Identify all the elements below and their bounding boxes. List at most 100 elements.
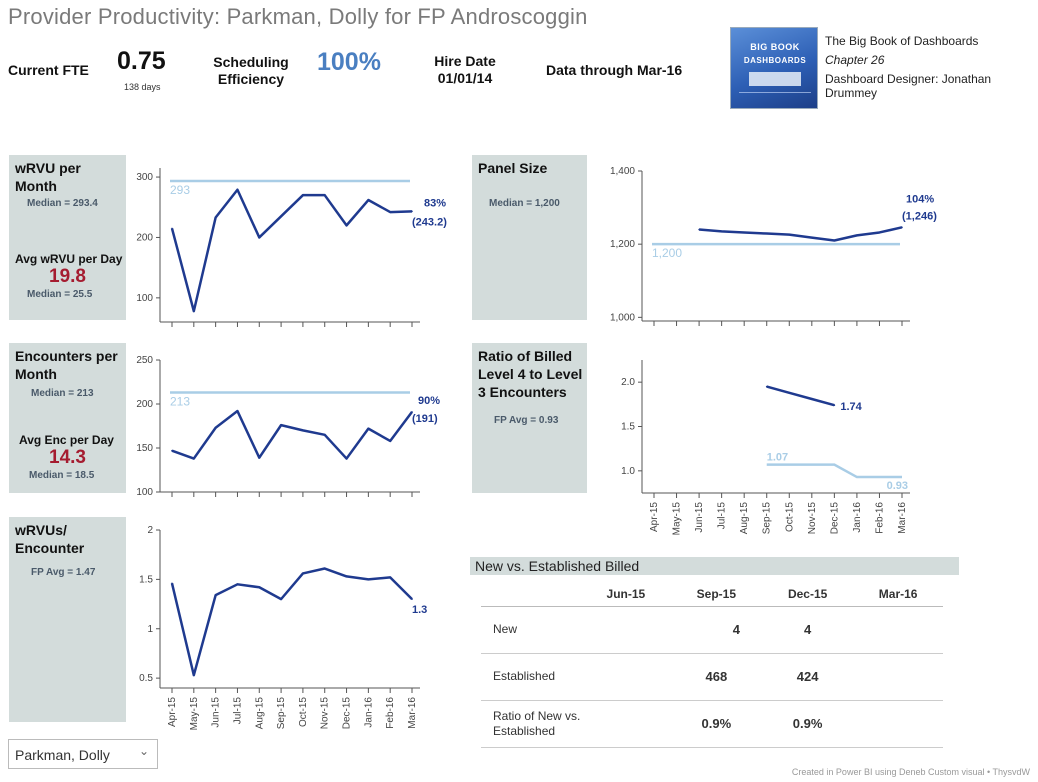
table-row: Established 468 424 (481, 653, 943, 701)
table-header-cell: Jun-15 (581, 582, 671, 607)
table-header-cell (481, 582, 581, 607)
data-point (280, 215, 282, 218)
table-cell: 0.9% (761, 700, 854, 748)
wrvu-median: Median = 293.4 (27, 198, 98, 209)
y-tick-label: 0.5 (139, 673, 153, 684)
wrvu-enc-title-line2: Encounter (15, 540, 85, 556)
data-point (258, 456, 261, 459)
x-tick-label: Aug-15 (254, 697, 265, 730)
panel-size-median: Median = 1,200 (489, 198, 560, 209)
fte-days: 138 days (124, 82, 161, 92)
data-point (788, 233, 791, 236)
wrvu-enc-panel-title: wRVUs/ Encounter (15, 521, 84, 557)
data-point (411, 598, 413, 600)
row-label: Established (481, 653, 581, 701)
provider-dropdown-value: Parkman, Dolly (15, 747, 110, 763)
ratio-fp-avg: FP Avg = 0.93 (494, 415, 559, 426)
data-point (811, 398, 813, 400)
y-tick-label: 1,400 (610, 166, 635, 177)
data-point (345, 575, 348, 578)
data-point (765, 385, 768, 388)
enc-title-line2: Month (15, 366, 57, 382)
data-point (214, 594, 217, 596)
data-point (171, 227, 173, 230)
y-tick-label: 300 (136, 172, 153, 183)
x-tick-label: Feb-16 (385, 697, 396, 729)
series-line (698, 226, 903, 242)
wrvu-per-encounter-chart: 0.5 1 1.5 2 Apr-15 May-15 Jun-15 Jul-15 Aug-15 Se… (139, 525, 427, 730)
end-label: (1,246) (902, 210, 937, 222)
y-tick-label: 100 (136, 293, 153, 304)
data-point (765, 232, 768, 235)
table-header-cell: Sep-15 (670, 582, 762, 607)
data-point (367, 578, 370, 581)
reference-label-start: 1.07 (767, 452, 788, 464)
panel-size-panel: Panel Size Median = 1,200 (472, 155, 587, 320)
ratio-panel: Ratio of Billed Level 4 to Level 3 Encou… (472, 343, 587, 493)
x-tick-label: Aug-15 (739, 502, 750, 535)
wrvu-panel-title: wRVU per Month (15, 159, 81, 195)
y-tick-label: 1.5 (139, 574, 153, 585)
book-cover-image: BIG BOOK DASHBOARDS (730, 27, 818, 109)
credit-designer: Dashboard Designer: Jonathan Drummey (825, 72, 992, 100)
sched-label-line1: Scheduling (213, 54, 289, 70)
end-label: 1.74 (840, 401, 862, 413)
reference-label: 213 (170, 395, 190, 409)
table-row: New 4 4 (481, 606, 943, 654)
data-point (389, 576, 391, 579)
ratio-panel-title: Ratio of Billed Level 4 to Level 3 Encou… (478, 347, 582, 401)
end-label: 83% (424, 197, 446, 209)
wrvu-chart: 100 200 300 293 83% (243.2) (136, 168, 447, 327)
credit-chapter: Chapter 26 (825, 53, 885, 67)
data-point (411, 411, 413, 413)
data-point (788, 392, 791, 394)
row-label: Ratio of New vs. Established (481, 700, 581, 748)
y-tick-label: 1,000 (610, 312, 635, 323)
wrvu-avg-value: 19.8 (49, 266, 86, 287)
row-label: New (481, 606, 581, 654)
x-tick-label: Nov-15 (807, 502, 818, 535)
sched-label-line2: Efficiency (217, 71, 285, 87)
credit-title: The Big Book of Dashboards (825, 34, 979, 48)
x-tick-label: Jun-15 (211, 697, 222, 728)
x-tick-label: Apr-15 (649, 502, 660, 532)
enc-median: Median = 213 (31, 388, 94, 399)
wrvu-enc-panel: wRVUs/ Encounter FP Avg = 1.47 (9, 517, 126, 722)
table-header-row: Jun-15 Sep-15 Dec-15 Mar-16 (481, 582, 943, 607)
data-point (193, 310, 195, 312)
x-tick-label: Jun-15 (694, 502, 705, 533)
book-title-line2: DASHBOARDS (743, 56, 807, 65)
data-point (193, 457, 195, 460)
data-point (698, 228, 700, 231)
data-point (171, 449, 173, 452)
wrvu-panel: wRVU per Month Median = 293.4 Avg wRVU p… (9, 155, 126, 320)
x-tick-label: Dec-15 (342, 697, 353, 730)
data-point (302, 429, 304, 432)
series-line (170, 188, 413, 313)
y-tick-label: 2.0 (621, 377, 635, 388)
data-point (743, 231, 745, 234)
end-label: 1.3 (412, 604, 427, 616)
table-cell (853, 653, 943, 701)
table-header-cell: Mar-16 (853, 582, 943, 607)
enc-panel: Encounters per Month Median = 213 Avg En… (9, 343, 126, 493)
end-label: (191) (412, 413, 438, 425)
x-tick-label: Sep-15 (762, 502, 773, 535)
data-point (833, 239, 836, 242)
sched-value: 100% (317, 48, 381, 76)
reference-label: 1,200 (652, 246, 682, 260)
table-cell (581, 653, 671, 701)
data-point (193, 674, 195, 676)
table-cell (581, 700, 671, 748)
x-tick-label: Feb-16 (874, 502, 885, 534)
reference-line (766, 463, 902, 479)
x-tick-label: Dec-15 (829, 502, 840, 535)
provider-dropdown[interactable]: Parkman, Dolly ⌄ (8, 739, 158, 769)
y-tick-label: 200 (136, 399, 153, 410)
hire-label: Hire Date (434, 53, 496, 69)
data-point (236, 188, 239, 191)
enc-title-line1: Encounters per (15, 348, 118, 364)
data-point (302, 194, 304, 196)
data-point (280, 424, 282, 426)
panel-size-chart: 1,000 1,200 1,400 1,200 104% (1,246) (610, 166, 937, 326)
